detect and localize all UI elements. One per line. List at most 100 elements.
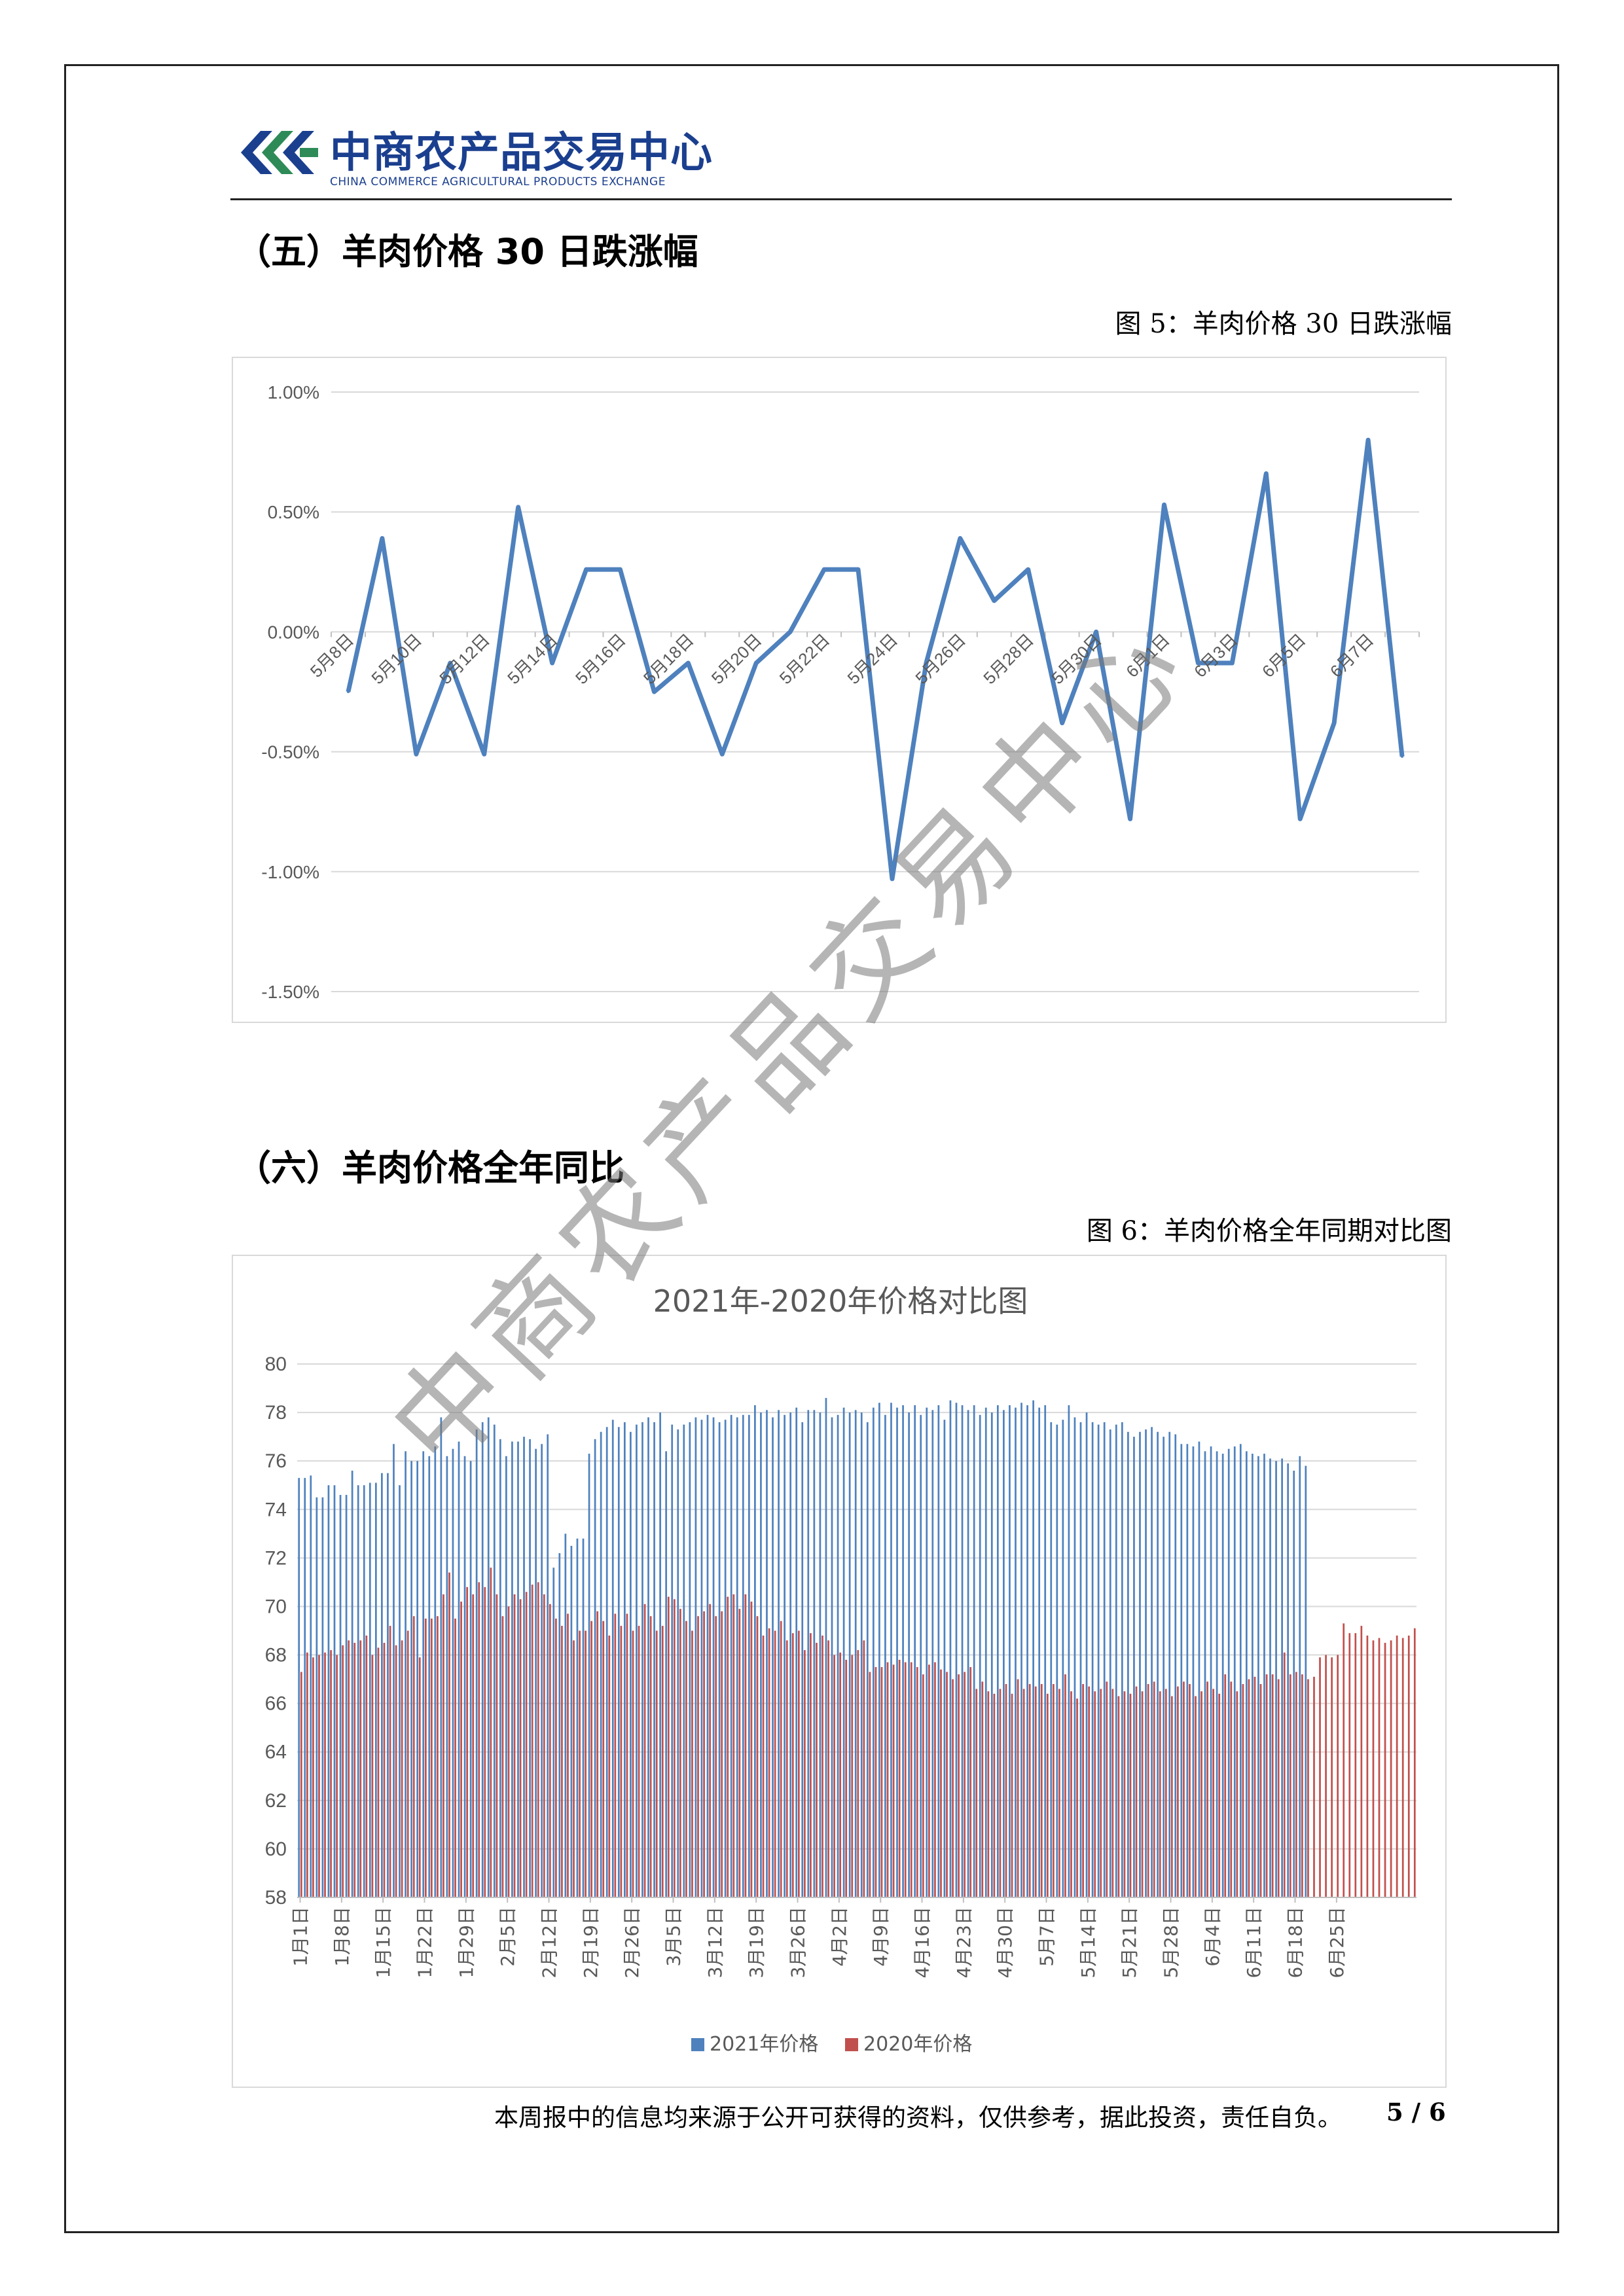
- bar-2020: [626, 1613, 628, 1897]
- bar-2020: [448, 1572, 450, 1897]
- bar-2020: [1224, 1674, 1227, 1897]
- bar-2021: [617, 1427, 620, 1897]
- bar-2021: [979, 1414, 981, 1897]
- bar-2020: [1366, 1635, 1369, 1897]
- bar-2020: [910, 1662, 912, 1897]
- y-tick-label: 58: [265, 1887, 287, 1909]
- bar-2020: [1212, 1689, 1215, 1897]
- bar-2021: [990, 1412, 993, 1897]
- bar-2021: [487, 1417, 490, 1897]
- data-point: [789, 630, 792, 634]
- bar-2021: [422, 1451, 425, 1897]
- legend-swatch-2021: [691, 2038, 704, 2051]
- bar-2021: [742, 1414, 744, 1897]
- y-tick-label: 72: [265, 1547, 287, 1569]
- bar-2020: [964, 1672, 966, 1897]
- y-tick-label: 68: [265, 1645, 287, 1666]
- bar-2020: [1082, 1684, 1084, 1897]
- chart-yearly-comparison: 2021年-2020年价格对比图 80 78 76 74 72 70 68 66 64 62 60 58…: [232, 1255, 1447, 2088]
- data-point: [653, 691, 656, 693]
- disclaimer-note: 本周报中的信息均来源于公开可获得的资料，仅供参考，据此投资，责任自负。: [494, 2104, 1342, 2132]
- bar-2021: [926, 1407, 928, 1897]
- bar-2020: [1277, 1679, 1280, 1897]
- data-point: [1401, 755, 1404, 758]
- x-tick-label: 5月20日: [708, 630, 766, 688]
- x-tick-label: 4月30日: [994, 1907, 1016, 1978]
- bar-2020: [1289, 1674, 1291, 1897]
- bar-2020: [1164, 1689, 1167, 1897]
- bar-2020: [1046, 1693, 1049, 1897]
- bar-2021: [1221, 1454, 1224, 1897]
- bar-2020: [1407, 1635, 1410, 1897]
- bar-2021: [1062, 1420, 1064, 1897]
- bar-2020: [1401, 1638, 1404, 1897]
- bar-2020: [424, 1618, 427, 1897]
- bar-2021: [1115, 1424, 1117, 1897]
- bar-2020: [1135, 1686, 1138, 1897]
- bar-2021: [1174, 1434, 1177, 1897]
- bar-2020: [454, 1618, 456, 1897]
- bar-2021: [878, 1403, 880, 1897]
- data-point: [1163, 503, 1166, 507]
- bar-2021: [552, 1568, 555, 1897]
- bar-2020: [774, 1630, 776, 1897]
- bar-2020: [620, 1626, 623, 1897]
- bar-2020: [1195, 1696, 1197, 1897]
- bar-2021: [405, 1451, 406, 1897]
- bar-2020: [1259, 1684, 1262, 1897]
- bar-2020: [1088, 1686, 1091, 1897]
- bar-2021: [1305, 1465, 1307, 1897]
- bar-2021: [345, 1495, 348, 1897]
- bar-2020: [1005, 1684, 1007, 1897]
- bar-2020: [1283, 1652, 1286, 1897]
- bar-2020: [389, 1626, 391, 1897]
- x-tick-label: 1月22日: [414, 1907, 436, 1978]
- data-point: [1265, 472, 1268, 475]
- x-tick-label: 1月15日: [372, 1907, 394, 1978]
- bar-2021: [706, 1414, 709, 1897]
- bar-2020: [573, 1640, 575, 1897]
- bar-2021: [570, 1545, 573, 1897]
- bar-2020: [383, 1643, 386, 1897]
- bar-2020: [1034, 1686, 1037, 1897]
- y-tick-label: 76: [265, 1450, 287, 1472]
- bar-2021: [558, 1552, 561, 1897]
- x-tick-label: 6月4日: [1202, 1907, 1223, 1967]
- bar-2021: [416, 1461, 419, 1897]
- legend-swatch-2020: [845, 2038, 858, 2051]
- data-point: [619, 568, 622, 571]
- data-point: [687, 662, 690, 665]
- y-tick-label: 1.00%: [268, 382, 319, 403]
- bar-2021: [866, 1422, 869, 1897]
- bar-2020: [1100, 1689, 1102, 1897]
- bar-2021: [1216, 1451, 1218, 1897]
- bar-2021: [831, 1417, 833, 1897]
- bar-2020: [312, 1657, 314, 1897]
- y-tick-label: 0.50%: [268, 502, 319, 522]
- bar-2021: [961, 1405, 964, 1897]
- bar-2021: [683, 1424, 685, 1897]
- bar-2021: [848, 1412, 851, 1897]
- x-tick-label: 4月23日: [953, 1907, 975, 1978]
- bar-2020: [667, 1596, 670, 1897]
- bar-2020: [721, 1611, 723, 1897]
- bar-2020: [892, 1664, 895, 1897]
- bar-2020: [1206, 1681, 1208, 1897]
- header-divider: [230, 198, 1452, 200]
- section-5-title: （五）羊肉价格 30 日跌涨幅: [236, 231, 698, 272]
- chart-title: 2021年-2020年价格对比图: [653, 1283, 1028, 1319]
- bar-2020: [466, 1587, 469, 1897]
- bar-2020: [785, 1640, 788, 1897]
- bar-2020: [1242, 1684, 1244, 1897]
- bar-2020: [543, 1594, 545, 1897]
- bar-2021: [789, 1412, 792, 1897]
- bar-2021: [600, 1431, 602, 1897]
- bar-2021: [1239, 1444, 1242, 1897]
- bar-2021: [949, 1400, 952, 1897]
- bar-2020: [531, 1585, 533, 1897]
- bar-2021: [1168, 1431, 1171, 1897]
- bar-2020: [1230, 1681, 1233, 1897]
- bar-2021: [689, 1422, 691, 1897]
- bar-2020: [353, 1643, 356, 1897]
- data-point: [482, 753, 486, 756]
